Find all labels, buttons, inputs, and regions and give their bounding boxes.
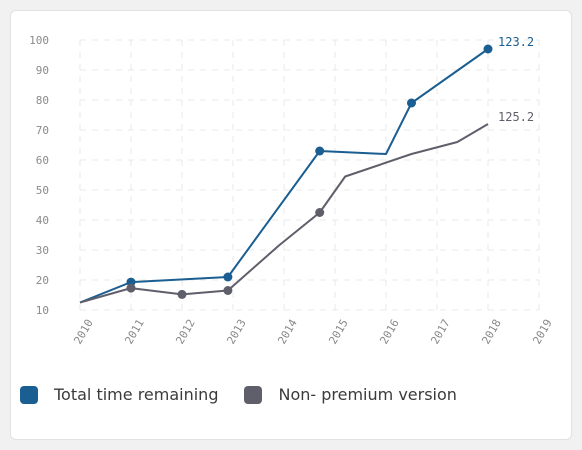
data-point[interactable] — [407, 98, 416, 108]
data-point[interactable] — [177, 289, 187, 299]
legend-label-total-time: Total time remaining — [54, 385, 219, 404]
legend: Total time remaining Non- premium versio… — [20, 385, 483, 404]
y-tick-label: 100 — [29, 34, 49, 47]
x-tick-label: 2015 — [326, 317, 351, 346]
data-point[interactable] — [126, 283, 136, 293]
y-tick-label: 20 — [36, 274, 49, 287]
x-tick-label: 2010 — [71, 317, 96, 346]
data-point[interactable] — [223, 286, 233, 295]
x-axis-ticks: 2010 2011 2012 2013 2014 2015 2016 2017 2018 2019 — [71, 317, 555, 347]
y-axis-ticks: 10 20 30 40 50 60 70 80 90 100 — [29, 34, 49, 317]
legend-item-total-time[interactable]: Total time remaining — [20, 385, 218, 404]
data-point[interactable] — [223, 272, 233, 282]
grid — [79, 39, 540, 311]
data-point[interactable] — [483, 44, 493, 54]
y-tick-label: 60 — [36, 154, 49, 167]
data-point[interactable] — [315, 208, 325, 217]
series-end-label: 123.2 — [498, 35, 534, 49]
legend-label-non-premium: Non- premium version — [278, 385, 457, 404]
x-tick-label: 2016 — [377, 317, 402, 346]
y-tick-label: 10 — [36, 304, 49, 317]
y-tick-label: 40 — [36, 214, 49, 227]
y-tick-label: 30 — [36, 244, 49, 257]
data-point[interactable] — [315, 146, 325, 156]
x-tick-label: 2011 — [122, 317, 147, 346]
x-tick-label: 2017 — [428, 317, 453, 346]
series-line — [79, 123, 489, 304]
y-tick-label: 70 — [36, 124, 49, 137]
x-tick-label: 2012 — [173, 317, 198, 346]
legend-swatch-total-time — [20, 385, 38, 404]
x-tick-label: 2018 — [479, 317, 504, 346]
x-tick-label: 2013 — [224, 317, 249, 346]
y-tick-label: 90 — [36, 64, 49, 77]
chart-card — [10, 10, 572, 440]
x-tick-label: 2019 — [530, 317, 555, 346]
series-end-label: 125.2 — [498, 110, 534, 124]
legend-item-non-premium[interactable]: Non- premium version — [244, 385, 457, 404]
series-layer: 123.2 125.2 — [79, 35, 534, 304]
y-tick-label: 80 — [36, 94, 49, 107]
x-tick-label: 2014 — [275, 317, 300, 347]
y-tick-label: 50 — [36, 184, 49, 197]
legend-swatch-non-premium — [244, 385, 263, 404]
